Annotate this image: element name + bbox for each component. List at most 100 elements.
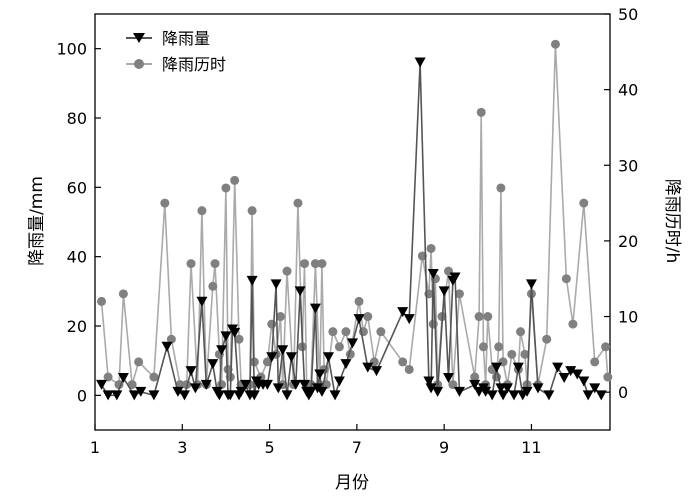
x-tick-label: 5	[264, 438, 274, 457]
data-point-duration	[328, 327, 338, 337]
data-point-rainfall	[508, 390, 520, 401]
data-point-duration	[334, 342, 344, 352]
data-point-rainfall	[347, 338, 358, 349]
data-point-duration	[186, 259, 196, 269]
data-point-rainfall	[469, 379, 481, 390]
legend-item-rainfall: 降雨量	[126, 29, 210, 48]
data-point-duration	[118, 289, 128, 299]
data-point-rainfall	[532, 383, 544, 394]
data-point-rainfall	[246, 275, 258, 286]
data-point-rainfall	[220, 331, 232, 342]
data-point-rainfall	[512, 362, 524, 373]
data-point-rainfall	[272, 383, 284, 394]
y-right-tick-label: 30	[618, 156, 638, 175]
data-point-rainfall	[543, 390, 555, 401]
data-point-duration	[454, 289, 464, 299]
data-point-rainfall	[305, 386, 317, 397]
data-point-duration	[299, 259, 309, 269]
x-axis-label: 月份	[335, 473, 369, 493]
data-point-rainfall	[595, 390, 607, 401]
data-point-rainfall	[229, 327, 241, 338]
legend-label-rainfall: 降雨量	[162, 29, 210, 48]
data-point-rainfall	[425, 383, 437, 394]
data-point-rainfall	[353, 314, 365, 325]
data-point-rainfall	[185, 366, 197, 377]
y-left-tick-label: 100	[56, 40, 87, 59]
plot-area	[94, 13, 611, 431]
data-point-rainfall	[290, 379, 302, 390]
data-point-rainfall	[501, 383, 513, 394]
data-point-duration	[267, 319, 277, 329]
y-axis-left-label: 降雨量/mm	[27, 176, 47, 266]
data-point-rainfall	[432, 386, 444, 397]
data-point-rainfall	[207, 359, 219, 370]
y-right-tick-label: 40	[618, 81, 638, 100]
data-point-rainfall	[316, 386, 328, 397]
y-axis-right-label: 降雨历时/h	[662, 179, 682, 264]
data-point-duration	[398, 357, 408, 367]
data-point-duration	[603, 372, 613, 382]
data-point-rainfall	[270, 279, 282, 290]
data-point-rainfall	[362, 362, 374, 373]
data-point-rainfall	[128, 390, 140, 401]
data-point-duration	[282, 266, 292, 276]
data-point-rainfall	[521, 386, 533, 397]
data-point-rainfall	[443, 373, 455, 383]
data-point-duration	[561, 274, 571, 284]
data-point-rainfall	[178, 390, 190, 401]
data-point-rainfall	[261, 379, 273, 390]
data-point-rainfall	[552, 362, 564, 373]
data-point-duration	[310, 259, 320, 269]
data-point-rainfall	[333, 376, 345, 387]
data-point-rainfall	[480, 386, 492, 397]
data-point-rainfall	[298, 379, 310, 390]
legend-item-duration: 降雨历时	[126, 55, 226, 74]
data-point-rainfall	[397, 307, 409, 318]
x-tick-label: 3	[177, 438, 187, 457]
y-left-tick-label: 20	[67, 317, 87, 336]
data-point-duration	[376, 327, 386, 337]
data-point-duration	[317, 259, 327, 269]
data-point-rainfall	[565, 366, 577, 377]
data-point-rainfall	[497, 390, 509, 401]
data-point-duration	[363, 312, 373, 322]
data-point-duration	[404, 364, 414, 374]
data-point-duration	[470, 372, 480, 382]
data-point-duration	[476, 107, 486, 117]
data-point-duration	[210, 259, 220, 269]
data-point-rainfall	[266, 352, 278, 363]
data-point-rainfall	[438, 286, 450, 297]
data-point-rainfall	[423, 376, 435, 387]
data-point-duration	[230, 175, 240, 185]
data-point-duration	[496, 183, 506, 193]
data-point-rainfall	[111, 390, 123, 401]
data-point-rainfall	[486, 390, 498, 401]
data-point-duration	[590, 357, 600, 367]
data-point-rainfall	[189, 383, 201, 394]
data-point-duration	[478, 342, 488, 352]
data-point-duration	[234, 334, 244, 344]
y-left-tick-label: 40	[67, 248, 87, 267]
data-point-duration	[354, 296, 364, 306]
data-point-duration	[166, 334, 176, 344]
data-point-rainfall	[589, 383, 601, 394]
y-left-tick-label: 80	[67, 109, 87, 128]
data-point-rainfall	[309, 303, 321, 314]
data-point-duration	[149, 372, 159, 382]
data-point-duration	[221, 183, 231, 193]
legend-label-duration: 降雨历时	[162, 55, 226, 74]
y-left-tick-label: 0	[77, 386, 87, 405]
y-right-tick-label: 50	[618, 5, 638, 24]
data-point-rainfall	[414, 57, 426, 68]
data-point-duration	[579, 198, 589, 208]
data-point-rainfall	[285, 352, 297, 363]
data-point-duration	[208, 281, 218, 291]
data-point-rainfall	[314, 369, 326, 380]
legend: 降雨量 降雨历时	[126, 29, 226, 74]
data-point-rainfall	[294, 286, 306, 297]
data-point-duration	[293, 198, 303, 208]
series-layer	[96, 39, 613, 401]
data-point-duration	[494, 342, 504, 352]
data-point-rainfall	[371, 366, 383, 377]
data-point-duration	[275, 312, 285, 322]
